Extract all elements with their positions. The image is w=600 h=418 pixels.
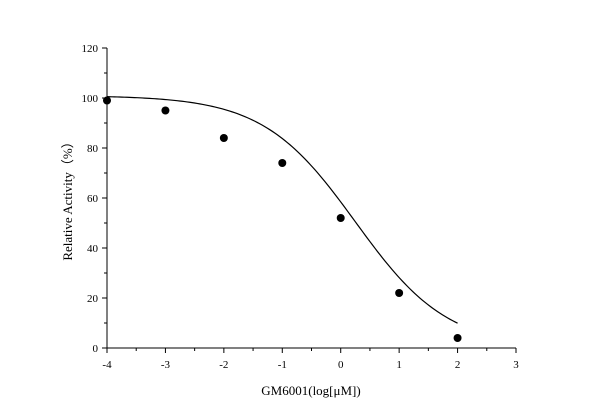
- x-axis-title: GM6001(log[μM]): [261, 383, 360, 398]
- y-tick-label: 60: [87, 193, 99, 205]
- data-point: [453, 334, 462, 342]
- data-point: [161, 106, 170, 115]
- y-tick-label: 40: [87, 243, 99, 255]
- fit-curve: [106, 96, 458, 324]
- y-tick-label: 100: [82, 93, 99, 105]
- x-tick-label: 2: [455, 359, 461, 371]
- x-tick-label: 0: [338, 359, 344, 371]
- x-tick-label: 1: [396, 359, 402, 371]
- x-tick-label: -2: [219, 359, 228, 371]
- y-tick-label: 0: [93, 343, 99, 355]
- x-tick-label: -1: [278, 359, 287, 371]
- data-point: [395, 289, 404, 297]
- x-tick-label: -4: [102, 359, 112, 371]
- y-tick-label: 20: [87, 293, 99, 305]
- y-tick-label: 80: [87, 143, 99, 155]
- data-point: [103, 96, 111, 105]
- data-point: [278, 159, 287, 167]
- plot-area: 0 20 40 60 80 100 120 -4 -3 -2 -1 0 1 2 3: [82, 43, 520, 371]
- data-point: [219, 134, 228, 142]
- y-axis-title: Relative Activity（%）: [60, 135, 75, 260]
- x-tick-label: -3: [161, 359, 171, 371]
- data-point: [336, 214, 345, 222]
- y-tick-label: 120: [82, 43, 99, 55]
- x-tick-label: 3: [513, 359, 519, 371]
